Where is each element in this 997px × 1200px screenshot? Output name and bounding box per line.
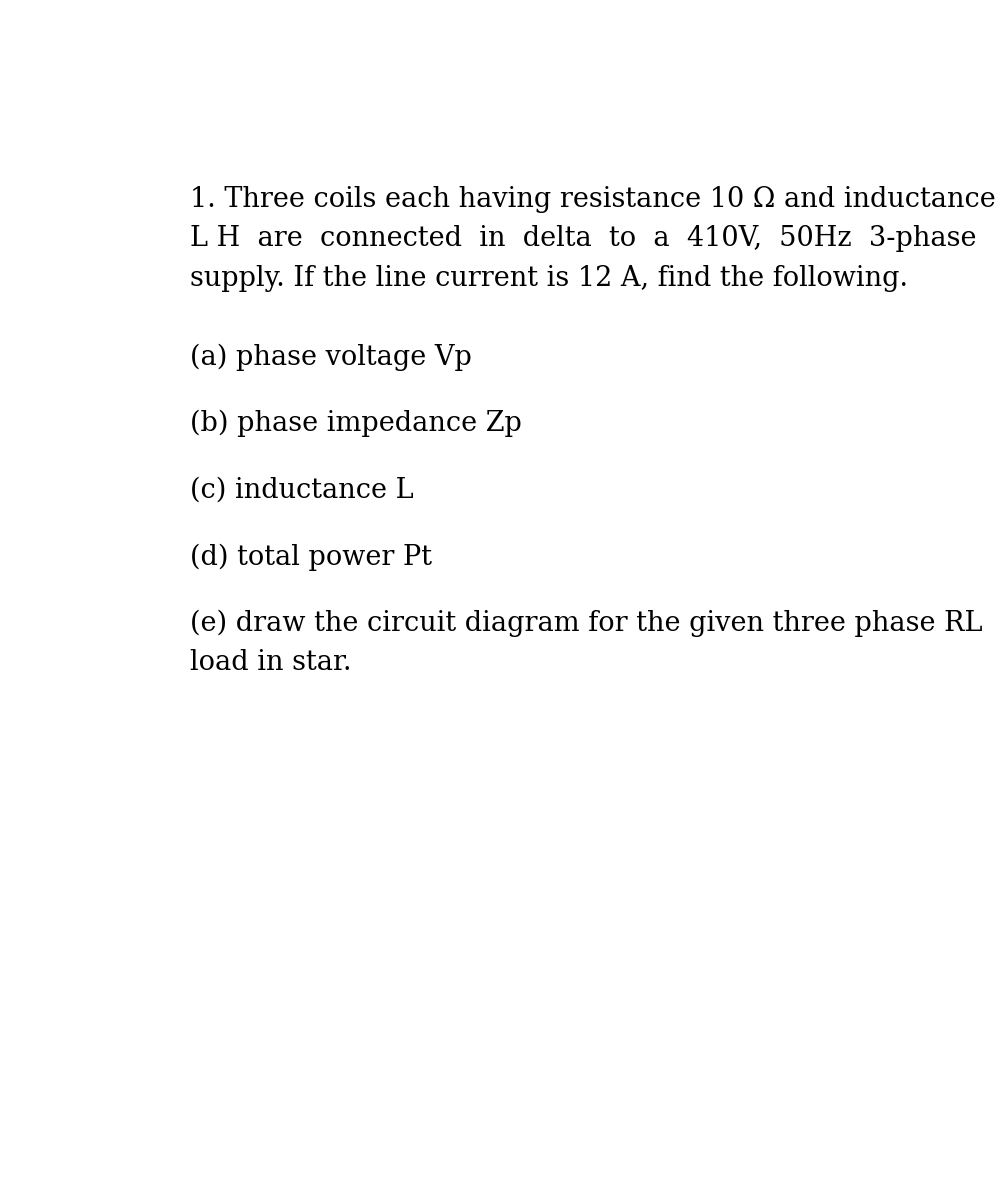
Text: 1. Three coils each having resistance 10 Ω and inductance: 1. Three coils each having resistance 10… bbox=[190, 186, 996, 212]
Text: (d) total power Pt: (d) total power Pt bbox=[190, 544, 433, 570]
Text: load in star.: load in star. bbox=[190, 649, 352, 677]
Text: (c) inductance L: (c) inductance L bbox=[190, 476, 414, 504]
Text: (b) phase impedance Zp: (b) phase impedance Zp bbox=[190, 410, 522, 438]
Text: (e) draw the circuit diagram for the given three phase RL: (e) draw the circuit diagram for the giv… bbox=[190, 610, 983, 637]
Text: L H  are  connected  in  delta  to  a  410V,  50Hz  3-phase: L H are connected in delta to a 410V, 50… bbox=[190, 226, 977, 252]
Text: supply. If the line current is 12 A, find the following.: supply. If the line current is 12 A, fin… bbox=[190, 265, 908, 292]
Text: (a) phase voltage Vp: (a) phase voltage Vp bbox=[190, 343, 473, 371]
